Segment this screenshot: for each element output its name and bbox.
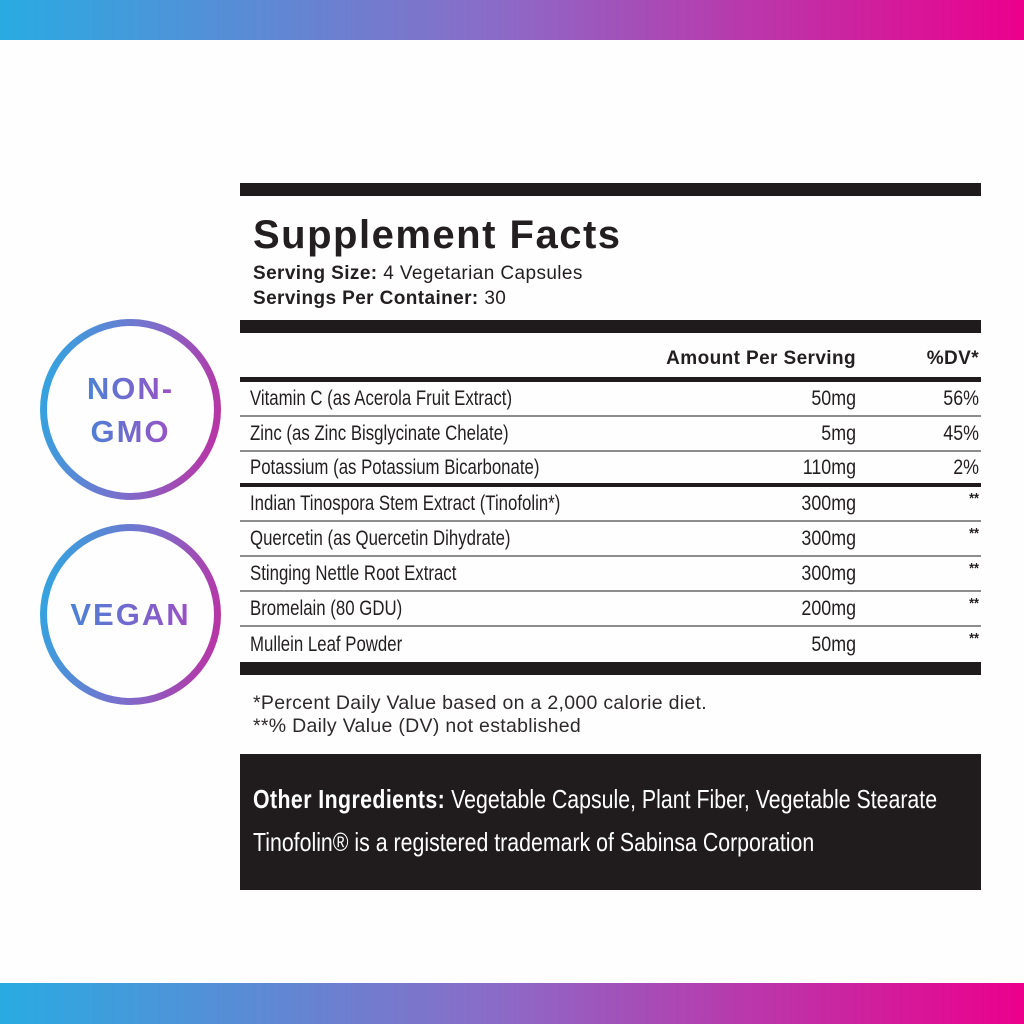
footnote-daily-value: *Percent Daily Value based on a 2,000 ca… — [253, 692, 707, 714]
nutrient-dv: ** — [969, 595, 979, 612]
non-gmo-badge-label: NON- GMO — [87, 367, 174, 453]
top-gradient-bar — [0, 0, 1024, 40]
table-row: Quercetin (as Quercetin Dihydrate) 300mg *… — [240, 522, 981, 557]
nutrient-dv: 45% — [943, 421, 979, 445]
table-row: Vitamin C (as Acerola Fruit Extract) 50mg… — [240, 382, 981, 417]
nutrient-amount: 300mg — [801, 526, 856, 550]
serving-size-label: Serving Size: — [253, 263, 378, 284]
nutrient-name: Bromelain (80 GDU) — [250, 596, 403, 620]
servings-per-container-label: Servings Per Container: — [253, 288, 479, 309]
nutrient-dv: ** — [969, 525, 979, 542]
non-gmo-badge: NON- GMO — [40, 319, 221, 500]
other-ingredients-box: Other Ingredients: Vegetable Capsule, Pl… — [240, 754, 981, 890]
non-gmo-line1: NON- — [86, 370, 175, 406]
non-gmo-line2: GMO — [90, 413, 171, 449]
nutrient-amount: 300mg — [801, 491, 856, 515]
trademark-note: Tinofolin® is a registered trademark of … — [253, 827, 815, 857]
nutrient-name: Vitamin C (as Acerola Fruit Extract) — [250, 386, 513, 410]
vegan-badge-inner: VEGAN — [47, 531, 214, 698]
non-gmo-badge-inner: NON- GMO — [47, 326, 214, 493]
other-ingredients-line: Other Ingredients: Vegetable Capsule, Pl… — [253, 778, 937, 821]
footnotes: *Percent Daily Value based on a 2,000 ca… — [253, 692, 981, 738]
other-ingredients-label: Other Ingredients: — [253, 784, 446, 814]
table-header-row: Amount Per Serving %DV* — [240, 333, 981, 382]
nutrient-name: Stinging Nettle Root Extract — [250, 561, 457, 585]
bottom-gradient-bar — [0, 983, 1024, 1024]
nutrient-dv: ** — [969, 490, 979, 507]
nutrient-amount: 110mg — [802, 455, 856, 479]
nutrient-dv: 56% — [943, 386, 979, 410]
table-row: Indian Tinospora Stem Extract (Tinofolin… — [240, 487, 981, 522]
nutrient-amount: 50mg — [811, 386, 856, 410]
nutrient-amount: 200mg — [801, 596, 856, 620]
panel-divider-bar — [240, 320, 981, 333]
nutrient-dv: ** — [969, 630, 979, 647]
nutrient-name: Quercetin (as Quercetin Dihydrate) — [250, 526, 511, 550]
column-header-amount: Amount Per Serving — [666, 348, 856, 369]
nutrient-amount: 50mg — [811, 632, 856, 656]
table-row: Bromelain (80 GDU) 200mg ** — [240, 592, 981, 627]
vegan-line1: VEGAN — [70, 597, 191, 632]
table-row: Mullein Leaf Powder 50mg ** — [240, 627, 981, 662]
table-row: Stinging Nettle Root Extract 300mg ** — [240, 557, 981, 592]
supplement-facts-panel: Supplement Facts Serving Size: 4 Vegetar… — [240, 183, 981, 890]
servings-per-container-line: Servings Per Container: 30 — [253, 286, 981, 311]
vegan-badge-label: VEGAN — [70, 593, 190, 636]
serving-size-line: Serving Size: 4 Vegetarian Capsules — [253, 261, 981, 286]
nutrient-amount: 300mg — [801, 561, 856, 585]
nutrient-dv: 2% — [953, 455, 979, 479]
table-end-bar — [240, 662, 981, 675]
servings-per-container-value: 30 — [478, 288, 507, 309]
nutrient-name: Zinc (as Zinc Bisglycinate Chelate) — [250, 421, 509, 445]
nutrient-name: Indian Tinospora Stem Extract (Tinofolin… — [250, 491, 561, 515]
table-row: Potassium (as Potassium Bicarbonate) 110m… — [240, 452, 981, 487]
nutrient-name: Mullein Leaf Powder — [250, 632, 403, 656]
nutrient-name: Potassium (as Potassium Bicarbonate) — [250, 455, 540, 479]
panel-top-bar — [240, 183, 981, 196]
vegan-badge: VEGAN — [40, 524, 221, 705]
footnote-dv-not-established: **% Daily Value (DV) not established — [253, 715, 582, 737]
panel-title: Supplement Facts — [253, 213, 622, 257]
nutrient-amount: 5mg — [821, 421, 856, 445]
nutrient-dv: ** — [969, 560, 979, 577]
serving-size-value: 4 Vegetarian Capsules — [377, 263, 583, 284]
nutrient-table: Vitamin C (as Acerola Fruit Extract) 50mg… — [240, 382, 981, 662]
other-ingredients-value: Vegetable Capsule, Plant Fiber, Vegetabl… — [445, 784, 938, 814]
table-row: Zinc (as Zinc Bisglycinate Chelate) 5mg 45… — [240, 417, 981, 452]
column-header-dv: %DV* — [926, 348, 979, 369]
